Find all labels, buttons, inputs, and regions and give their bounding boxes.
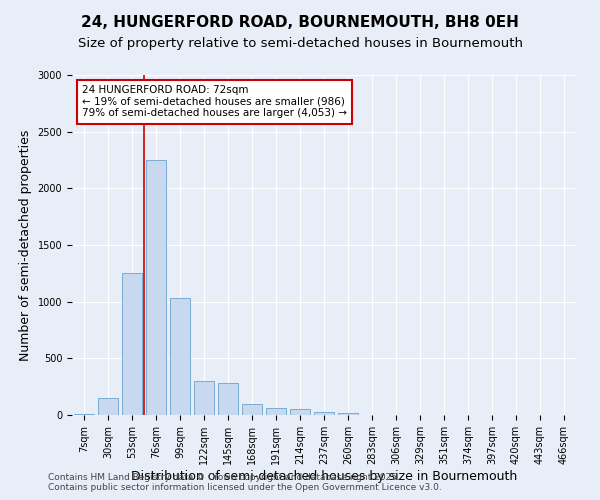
Bar	[290, 410, 310, 415]
Text: Size of property relative to semi-detached houses in Bournemouth: Size of property relative to semi-detach…	[77, 38, 523, 51]
Bar	[194, 381, 214, 415]
Bar	[314, 412, 334, 415]
Bar	[242, 404, 262, 415]
Text: Contains HM Land Registry data © Crown copyright and database right 2025.
Contai: Contains HM Land Registry data © Crown c…	[48, 473, 442, 492]
Text: 24, HUNGERFORD ROAD, BOURNEMOUTH, BH8 0EH: 24, HUNGERFORD ROAD, BOURNEMOUTH, BH8 0E…	[81, 15, 519, 30]
Bar	[266, 408, 286, 415]
Bar	[338, 414, 358, 415]
Text: 24 HUNGERFORD ROAD: 72sqm
← 19% of semi-detached houses are smaller (986)
79% of: 24 HUNGERFORD ROAD: 72sqm ← 19% of semi-…	[82, 85, 347, 118]
Bar	[98, 398, 118, 415]
Bar	[218, 384, 238, 415]
X-axis label: Distribution of semi-detached houses by size in Bournemouth: Distribution of semi-detached houses by …	[131, 470, 517, 482]
Y-axis label: Number of semi-detached properties: Number of semi-detached properties	[19, 130, 32, 360]
Bar	[170, 298, 190, 415]
Bar	[146, 160, 166, 415]
Bar	[122, 274, 142, 415]
Bar	[74, 414, 94, 415]
